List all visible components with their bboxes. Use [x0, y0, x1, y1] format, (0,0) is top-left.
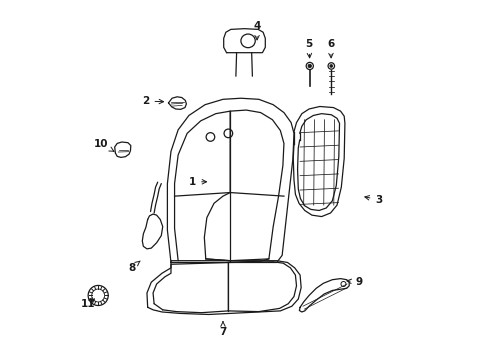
Text: 4: 4 — [253, 21, 260, 40]
Text: 5: 5 — [305, 39, 312, 58]
Text: 3: 3 — [364, 195, 382, 205]
Text: 7: 7 — [219, 321, 226, 337]
Text: 6: 6 — [326, 39, 333, 58]
Circle shape — [307, 64, 311, 68]
Text: 9: 9 — [346, 277, 362, 287]
Text: 1: 1 — [188, 177, 206, 187]
Circle shape — [329, 64, 332, 67]
Text: 2: 2 — [142, 96, 163, 106]
Text: 11: 11 — [81, 299, 96, 309]
Text: 8: 8 — [128, 261, 140, 273]
Text: 10: 10 — [94, 139, 114, 151]
